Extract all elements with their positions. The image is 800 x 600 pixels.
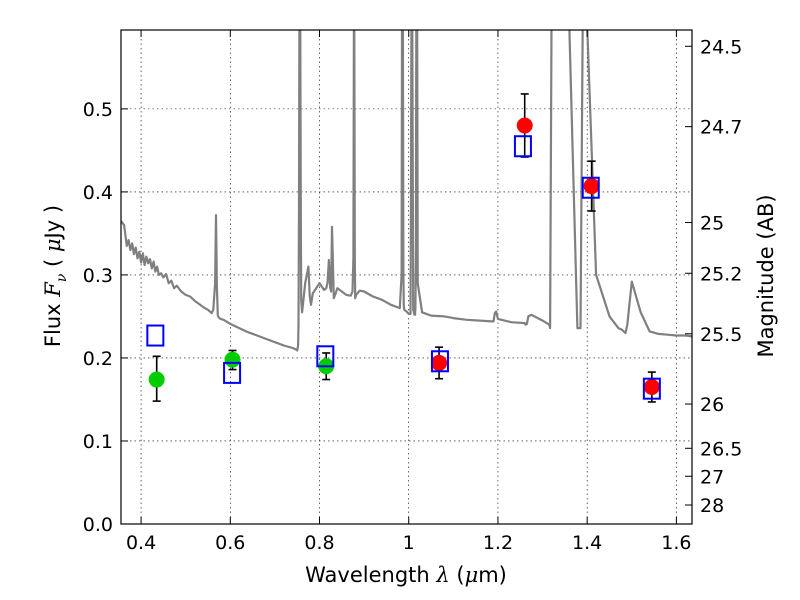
y-tick-label: 0.0 (83, 514, 113, 536)
data-point-marker (224, 351, 241, 368)
model-flux-marker (316, 345, 335, 368)
model-flux-marker (642, 377, 661, 400)
data-point-marker (431, 354, 448, 371)
y-tick-label: 0.1 (83, 431, 113, 453)
y2-tick-label: 26.5 (700, 438, 742, 460)
y-tick-label: 0.3 (83, 265, 113, 287)
x-tick-label: 1.6 (661, 532, 691, 554)
x-tick-label: 0.4 (126, 532, 156, 554)
model-flux-marker (223, 361, 242, 384)
model-flux-marker (146, 324, 165, 347)
axes-frame (120, 29, 693, 525)
x-tick-label: 1.2 (483, 532, 513, 554)
x-tick-label: 0.8 (304, 532, 334, 554)
y2-tick-label: 24.7 (700, 117, 742, 139)
model-flux-marker (581, 176, 600, 199)
y-tick-label: 0.4 (83, 182, 113, 204)
data-point-marker (148, 371, 165, 388)
x-axis-label: Wavelength λ (μm) (305, 563, 507, 587)
y2-tick-label: 27 (700, 466, 724, 488)
y2-tick-label: 25.2 (700, 263, 742, 285)
y-tick-label: 0.2 (83, 348, 113, 370)
model-flux-marker (513, 135, 532, 158)
data-point-marker (516, 117, 533, 134)
x-tick-label: 1.4 (572, 532, 602, 554)
y-axis-label: Flux Fν ( μJy ) (41, 205, 70, 347)
ticks: 0.4 0.6 0.8 1 1.2 1.4 1.6 0.0 0.1 0.2 0.3 0.4 0.5 24.… (83, 30, 742, 554)
plot-area (121, 30, 692, 403)
x-tick-label: 1 (403, 532, 415, 554)
y2-axis-label: Magnitude (AB) (754, 194, 778, 357)
plot-frame (120, 29, 693, 525)
data-point-marker (583, 178, 600, 195)
y2-tick-label: 28 (700, 495, 724, 517)
data-point-marker (643, 379, 660, 396)
x-tick-label: 0.6 (215, 532, 245, 554)
model-spectrum-line (121, 30, 692, 352)
y2-tick-label: 26 (700, 394, 724, 416)
y2-tick-label: 24.5 (700, 36, 742, 58)
model-flux-marker (430, 350, 449, 373)
y2-tick-label: 25.5 (700, 324, 742, 346)
y2-tick-label: 25 (700, 213, 724, 235)
y-tick-label: 0.5 (83, 99, 113, 121)
